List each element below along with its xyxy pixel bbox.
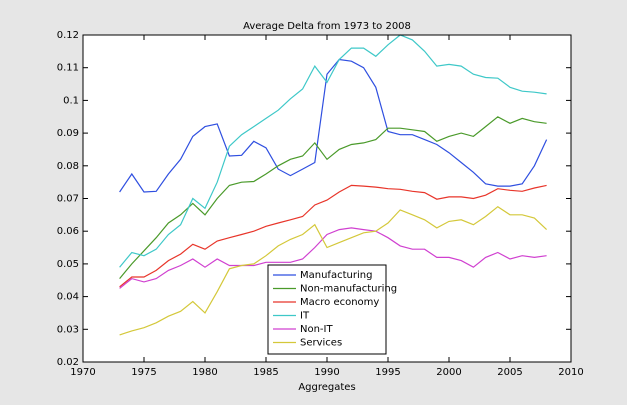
x-tick-label: 2005 (497, 367, 522, 378)
series-line (119, 205, 548, 336)
y-tick-label: 0.07 (57, 194, 79, 205)
x-tick-label: 1985 (253, 367, 278, 378)
x-tick-label: 1970 (70, 367, 95, 378)
y-tick-label: 0.04 (57, 292, 79, 303)
legend-label: Macro economy (300, 297, 379, 308)
x-tick-label: 1980 (192, 367, 217, 378)
x-axis-label: Aggregates (298, 382, 355, 393)
y-tick-label: 0.12 (57, 30, 79, 41)
y-tick-label: 0.02 (57, 357, 79, 368)
y-tick-label: 0.1 (63, 95, 79, 106)
y-tick-label: 0.03 (57, 324, 79, 335)
x-tick-label: 2010 (558, 367, 583, 378)
legend-label: Non-IT (300, 324, 333, 335)
x-tick-label: 1995 (375, 367, 400, 378)
chart-title: Average Delta from 1973 to 2008 (243, 21, 411, 32)
axes-box (82, 34, 572, 363)
y-tick-label: 0.11 (57, 63, 79, 74)
x-tick-label: 2000 (436, 367, 461, 378)
y-tick-label: 0.06 (57, 226, 79, 237)
y-tick-label: 0.05 (57, 259, 79, 270)
series-line (119, 184, 547, 288)
series-line (119, 116, 547, 279)
y-tick-label: 0.09 (57, 128, 79, 139)
legend-label: Services (300, 338, 342, 349)
x-tick-label: 1975 (131, 367, 156, 378)
legend-label: Non-manufacturing (300, 284, 397, 295)
x-tick-label: 1990 (314, 367, 339, 378)
series-line (119, 34, 547, 268)
series-line (119, 227, 547, 289)
legend-label: Manufacturing (300, 270, 372, 281)
y-tick-label: 0.08 (57, 161, 79, 172)
legend-box (267, 264, 387, 355)
legend-label: IT (300, 311, 310, 322)
series-line (119, 58, 548, 193)
